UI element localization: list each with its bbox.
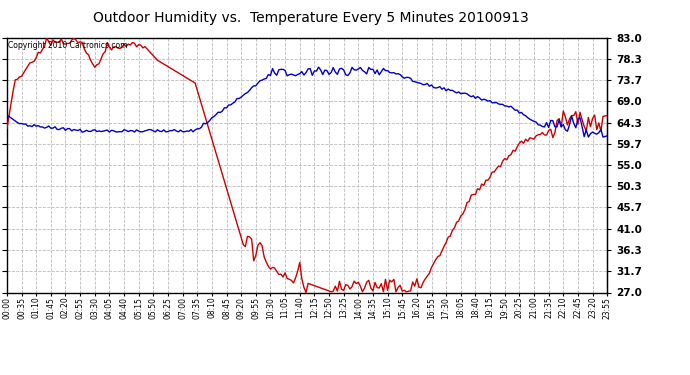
Text: Copyright 2010 Cartronics.com: Copyright 2010 Cartronics.com bbox=[8, 41, 128, 50]
Text: Outdoor Humidity vs.  Temperature Every 5 Minutes 20100913: Outdoor Humidity vs. Temperature Every 5… bbox=[92, 11, 529, 25]
